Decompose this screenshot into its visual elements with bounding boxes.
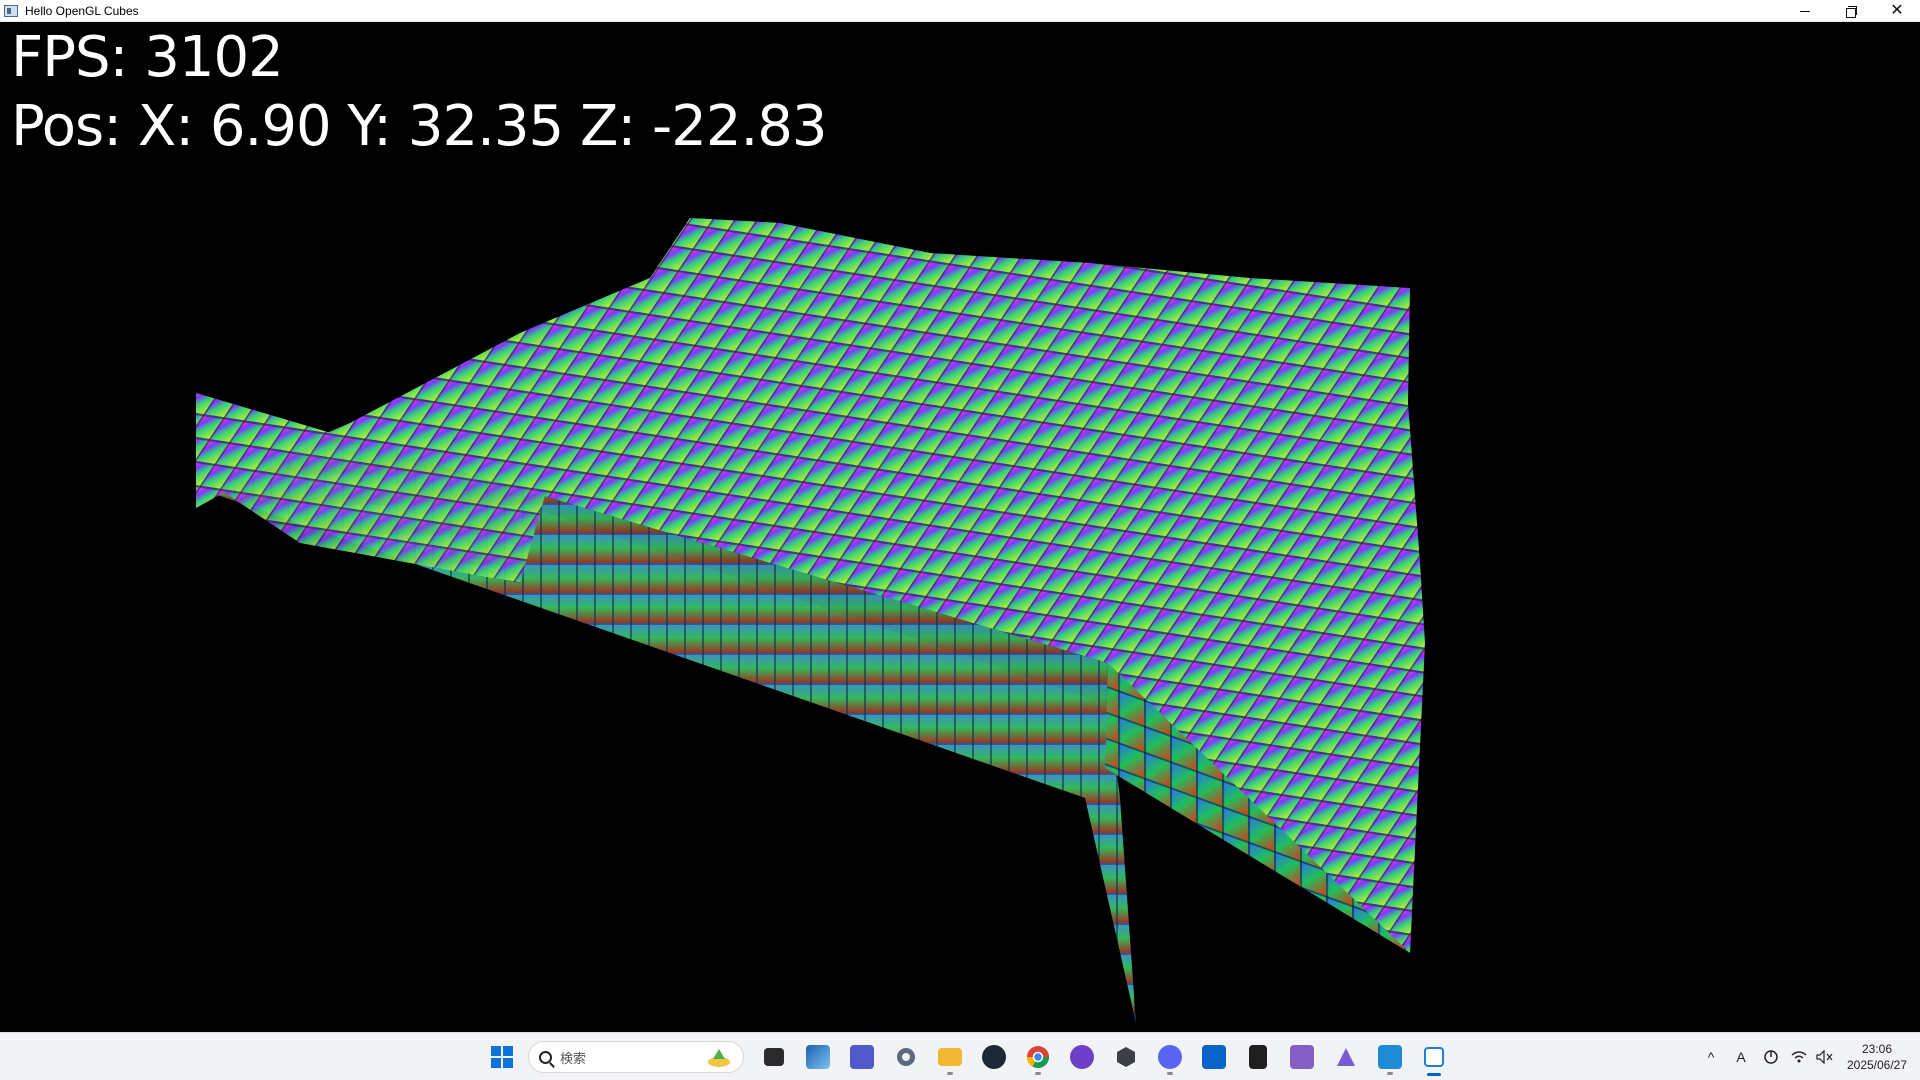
taskbar-app-steam[interactable]: [974, 1037, 1014, 1077]
discord-icon: [1158, 1045, 1182, 1069]
network-button[interactable]: [1786, 1033, 1812, 1080]
wifi-icon: [1791, 1051, 1807, 1063]
restore-button[interactable]: [1828, 0, 1874, 22]
terrain-top-surface: [196, 218, 1425, 953]
volume-button[interactable]: [1812, 1033, 1838, 1080]
taskbar-app-file-manager-dark[interactable]: [754, 1037, 794, 1077]
folder-icon: [938, 1048, 962, 1066]
opengl-app-icon: [1424, 1047, 1444, 1067]
opengl-viewport[interactable]: FPS: 3102 Pos: X: 6.90 Y: 32.35 Z: -22.8…: [0, 23, 1920, 1032]
voxel-terrain-render: [196, 218, 1425, 1023]
taskbar: 検索 ^ A: [0, 1032, 1920, 1080]
outlook-icon: [1202, 1045, 1226, 1069]
taskbar-app-file-explorer[interactable]: [930, 1037, 970, 1077]
taskbar-app-unity-hub[interactable]: [1106, 1037, 1146, 1077]
taskbar-apps: 検索: [480, 1033, 1456, 1080]
terrain-plateau: [520, 218, 930, 383]
unity-icon: [1117, 1047, 1135, 1067]
search-placeholder: 検索: [560, 1050, 587, 1066]
windows-logo-icon: [491, 1046, 513, 1068]
chrome-icon: [1027, 1046, 1049, 1068]
window-controls: ✕: [1782, 0, 1920, 22]
vscode-icon: [1378, 1045, 1402, 1069]
close-button[interactable]: ✕: [1874, 0, 1920, 22]
clock-time: 23:06: [1861, 1042, 1893, 1056]
taskbar-app-terminal[interactable]: [1238, 1037, 1278, 1077]
teams-icon: [850, 1045, 874, 1069]
taskbar-app-opengl-app[interactable]: [1414, 1037, 1454, 1077]
window-title: Hello OpenGL Cubes: [25, 3, 139, 18]
taskbar-search[interactable]: 検索: [528, 1041, 744, 1073]
taskbar-app-outlook[interactable]: [1194, 1037, 1234, 1077]
app-window-icon: [4, 4, 18, 17]
folder-dark-icon: [764, 1048, 784, 1066]
system-tray: ^ A 23:06 2025/06/27: [1696, 1033, 1920, 1080]
steam-icon: [982, 1045, 1006, 1069]
window-titlebar[interactable]: Hello OpenGL Cubes ✕: [0, 0, 1920, 22]
fps-counter: FPS: 3102: [11, 25, 284, 90]
close-icon: ✕: [1890, 2, 1904, 19]
photos-icon: [806, 1045, 830, 1069]
visual-studio-icon: [1290, 1045, 1314, 1069]
taskbar-clock[interactable]: 23:06 2025/06/27: [1838, 1041, 1916, 1073]
ime-indicator[interactable]: A: [1736, 1049, 1746, 1065]
taskbar-app-discord[interactable]: [1150, 1037, 1190, 1077]
taskbar-app-affinity[interactable]: [1326, 1037, 1366, 1077]
github-icon: [1070, 1045, 1094, 1069]
tray-overflow-button[interactable]: ^: [1696, 1033, 1726, 1080]
restore-icon: [1846, 6, 1857, 18]
minimize-icon: [1800, 10, 1810, 12]
taskbar-app-github-desktop[interactable]: [1062, 1037, 1102, 1077]
taskbar-app-chrome[interactable]: [1018, 1037, 1058, 1077]
taskbar-app-visual-studio[interactable]: [1282, 1037, 1322, 1077]
terrain-ridge: [210, 423, 560, 583]
affinity-icon: [1337, 1048, 1355, 1066]
search-icon: [539, 1050, 552, 1064]
terminal-icon: [1249, 1045, 1267, 1069]
taskbar-app-vscode[interactable]: [1370, 1037, 1410, 1077]
taskbar-app-photos[interactable]: [798, 1037, 838, 1077]
gear-icon: [897, 1048, 915, 1066]
clock-date: 2025/06/27: [1846, 1058, 1908, 1072]
taskbar-app-teams[interactable]: [842, 1037, 882, 1077]
tray-status-button[interactable]: [1756, 1033, 1786, 1080]
status-icon: [1764, 1050, 1778, 1064]
taskbar-app-settings[interactable]: [886, 1037, 926, 1077]
minimize-button[interactable]: [1782, 0, 1828, 22]
volume-muted-icon: [1816, 1050, 1833, 1064]
search-highlight-icon: [708, 1049, 730, 1067]
position-readout: Pos: X: 6.90 Y: 32.35 Z: -22.83: [11, 94, 828, 159]
start-button[interactable]: [482, 1037, 522, 1077]
chevron-up-icon: ^: [1707, 1049, 1715, 1065]
